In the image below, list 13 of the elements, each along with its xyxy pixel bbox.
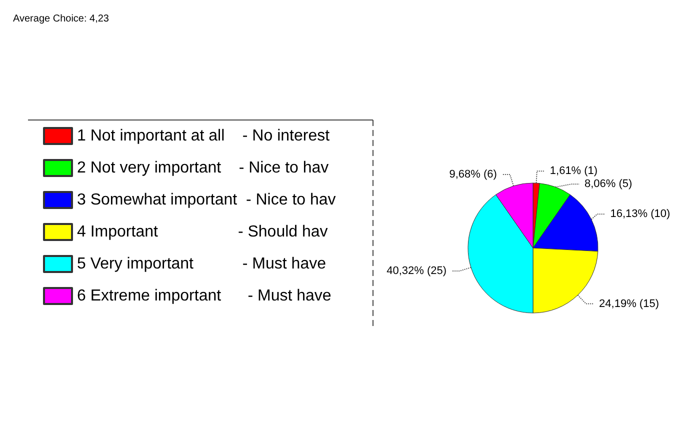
data-label: 1,61% (1) — [550, 165, 598, 178]
data-label: 24,19% (15) — [599, 298, 659, 310]
legend-label: 2 Not very important - Nice to hav — [77, 160, 329, 176]
legend-label: 5 Very important - Must have — [77, 256, 326, 272]
data-label: 9,68% (6) — [449, 168, 497, 181]
legend-label: 4 Important - Should hav — [77, 224, 328, 240]
data-label: 40,32% (25) — [386, 265, 447, 278]
data-label: 8,06% (5) — [584, 178, 632, 190]
data-label: 16,13% (10) — [610, 208, 670, 220]
legend-label: 1 Not important at all - No interest — [77, 128, 330, 144]
text: Average Choice: 4,23 — [13, 14, 110, 24]
legend-label: 6 Extreme important - Must have — [77, 288, 332, 304]
legend-label: 3 Somewhat important - Nice to hav — [77, 192, 336, 208]
